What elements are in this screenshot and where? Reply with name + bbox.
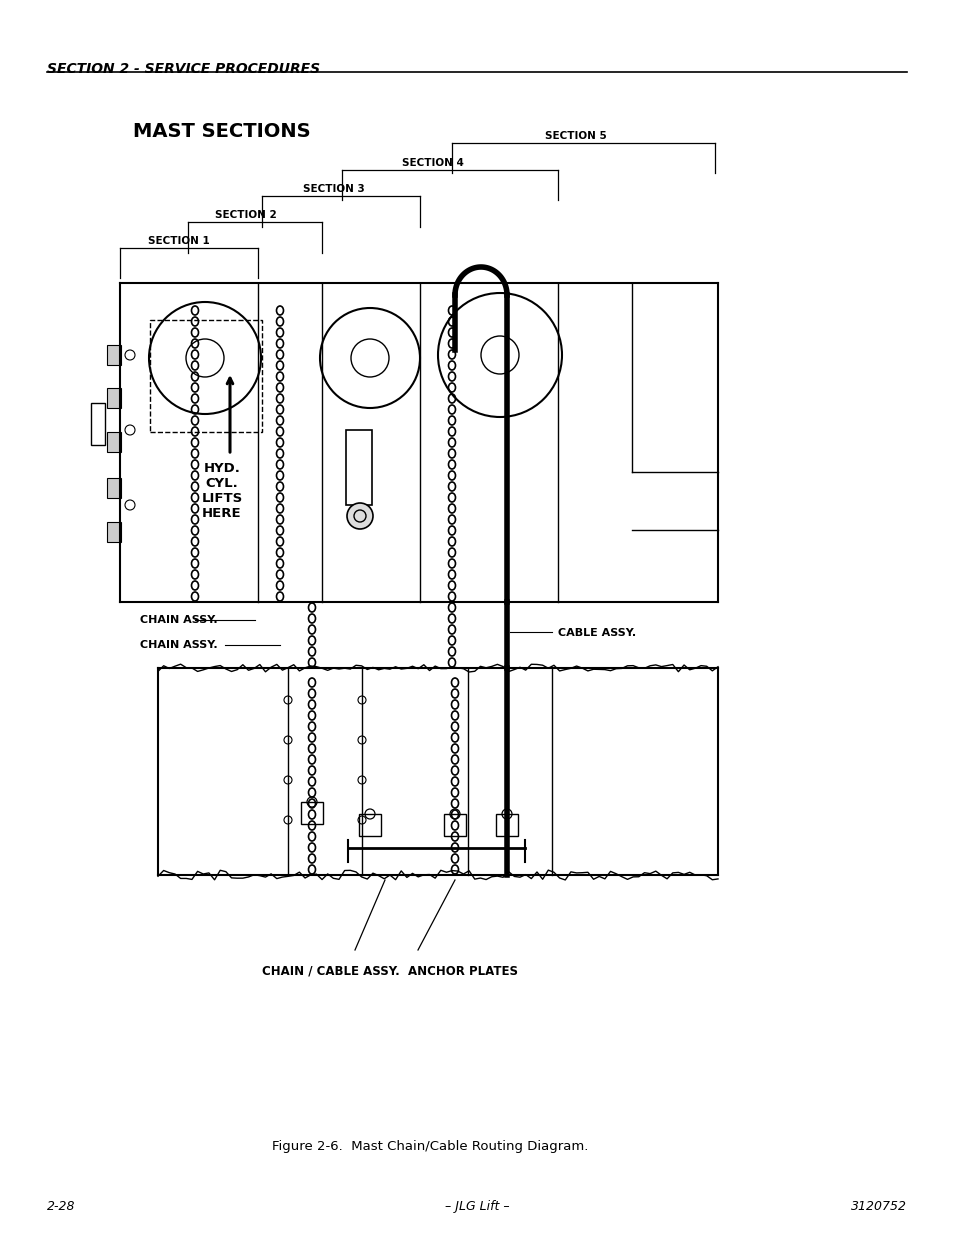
Text: CHAIN / CABLE ASSY.  ANCHOR PLATES: CHAIN / CABLE ASSY. ANCHOR PLATES [262,965,517,978]
Bar [346,430,372,505]
Text: SECTION 4: SECTION 4 [401,158,463,168]
Text: SECTION 1: SECTION 1 [148,236,210,246]
Text: – JLG Lift –: – JLG Lift – [444,1200,509,1213]
Text: 2-28: 2-28 [47,1200,75,1213]
Bar [358,814,380,836]
Text: CHAIN ASSY.: CHAIN ASSY. [140,615,217,625]
Bar [91,403,105,445]
Bar [107,345,121,366]
Text: CHAIN ASSY.: CHAIN ASSY. [140,640,217,650]
Text: CABLE ASSY.: CABLE ASSY. [558,629,636,638]
Text: SECTION 2: SECTION 2 [214,210,276,220]
Text: SECTION 3: SECTION 3 [303,184,364,194]
Bar [443,814,465,836]
Text: MAST SECTIONS: MAST SECTIONS [132,122,311,141]
Bar [301,802,323,824]
Circle shape [347,503,373,529]
Circle shape [125,350,135,359]
Circle shape [125,500,135,510]
Text: SECTION 5: SECTION 5 [544,131,606,141]
Text: HYD.
CYL.
LIFTS
HERE: HYD. CYL. LIFTS HERE [201,462,242,520]
Bar [150,320,262,432]
Bar [107,432,121,452]
Bar [496,814,517,836]
Text: Figure 2-6.  Mast Chain/Cable Routing Diagram.: Figure 2-6. Mast Chain/Cable Routing Dia… [272,1140,588,1153]
Bar [107,388,121,408]
Circle shape [125,425,135,435]
Text: 3120752: 3120752 [850,1200,906,1213]
Bar [107,478,121,498]
Text: SECTION 2 - SERVICE PROCEDURES: SECTION 2 - SERVICE PROCEDURES [47,62,320,77]
Bar [107,522,121,542]
